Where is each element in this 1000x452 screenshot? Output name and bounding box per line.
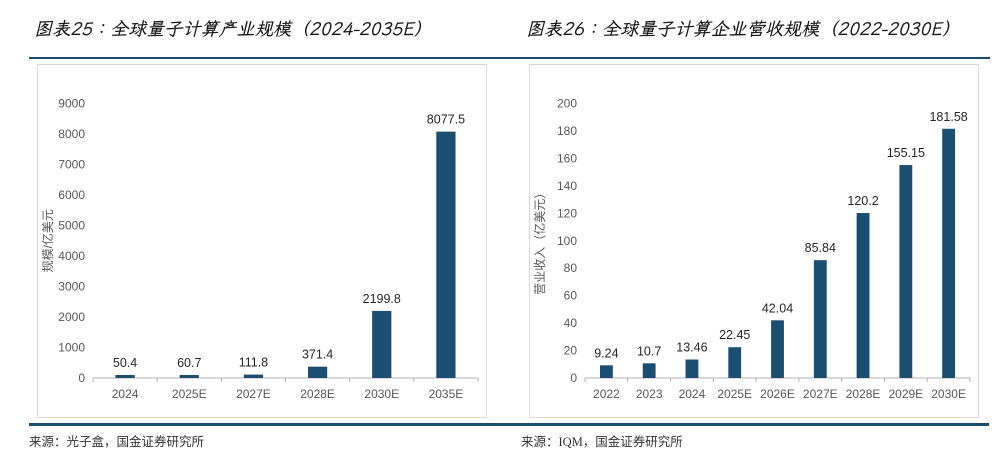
- svg-text:2028E: 2028E: [846, 387, 881, 401]
- svg-text:2035E: 2035E: [429, 387, 464, 401]
- svg-text:2000: 2000: [58, 310, 85, 324]
- svg-text:181.58: 181.58: [929, 109, 967, 123]
- svg-text:2026E: 2026E: [760, 387, 795, 401]
- svg-text:2027E: 2027E: [236, 387, 271, 401]
- svg-text:8000: 8000: [58, 127, 85, 141]
- svg-text:规模/亿美元: 规模/亿美元: [40, 209, 55, 272]
- svg-text:40: 40: [564, 316, 578, 330]
- svg-text:1000: 1000: [58, 340, 85, 354]
- svg-text:140: 140: [557, 178, 577, 192]
- svg-text:2024: 2024: [679, 387, 706, 401]
- svg-text:2027E: 2027E: [803, 387, 838, 401]
- svg-text:85.84: 85.84: [805, 241, 836, 255]
- svg-text:200: 200: [557, 96, 577, 110]
- svg-text:100: 100: [557, 233, 577, 247]
- svg-text:3000: 3000: [58, 279, 85, 293]
- svg-text:13.46: 13.46: [676, 340, 707, 354]
- svg-text:160: 160: [557, 151, 577, 165]
- svg-text:120.2: 120.2: [847, 194, 878, 208]
- svg-text:42.04: 42.04: [762, 301, 793, 315]
- svg-text:2022: 2022: [593, 387, 620, 401]
- svg-text:8077.5: 8077.5: [427, 112, 465, 126]
- svg-text:2025E: 2025E: [717, 387, 752, 401]
- svg-text:371.4: 371.4: [302, 347, 333, 361]
- svg-text:80: 80: [564, 261, 578, 275]
- svg-text:120: 120: [557, 206, 577, 220]
- svg-text:2199.8: 2199.8: [363, 291, 401, 305]
- svg-text:2024: 2024: [112, 387, 139, 401]
- svg-text:155.15: 155.15: [887, 146, 925, 160]
- svg-text:2025E: 2025E: [172, 387, 207, 401]
- svg-text:营业收入（亿美元）: 营业收入（亿美元）: [532, 186, 547, 294]
- svg-text:50.4: 50.4: [113, 356, 137, 370]
- svg-text:2023: 2023: [636, 387, 663, 401]
- svg-text:10.7: 10.7: [637, 344, 661, 358]
- svg-text:60.7: 60.7: [177, 356, 201, 370]
- svg-text:5000: 5000: [58, 218, 85, 232]
- svg-text:60: 60: [564, 288, 578, 302]
- svg-text:9.24: 9.24: [594, 346, 618, 360]
- svg-text:2030E: 2030E: [931, 387, 966, 401]
- svg-text:0: 0: [570, 371, 577, 385]
- svg-text:20: 20: [564, 343, 578, 357]
- svg-text:7000: 7000: [58, 157, 85, 171]
- svg-text:9000: 9000: [58, 96, 85, 110]
- svg-text:2029E: 2029E: [888, 387, 923, 401]
- svg-text:2028E: 2028E: [300, 387, 335, 401]
- svg-text:180: 180: [557, 123, 577, 137]
- svg-text:2030E: 2030E: [364, 387, 399, 401]
- svg-text:0: 0: [78, 371, 85, 385]
- svg-text:22.45: 22.45: [719, 328, 750, 342]
- svg-text:4000: 4000: [58, 249, 85, 263]
- svg-text:111.8: 111.8: [239, 355, 268, 369]
- svg-text:6000: 6000: [58, 188, 85, 202]
